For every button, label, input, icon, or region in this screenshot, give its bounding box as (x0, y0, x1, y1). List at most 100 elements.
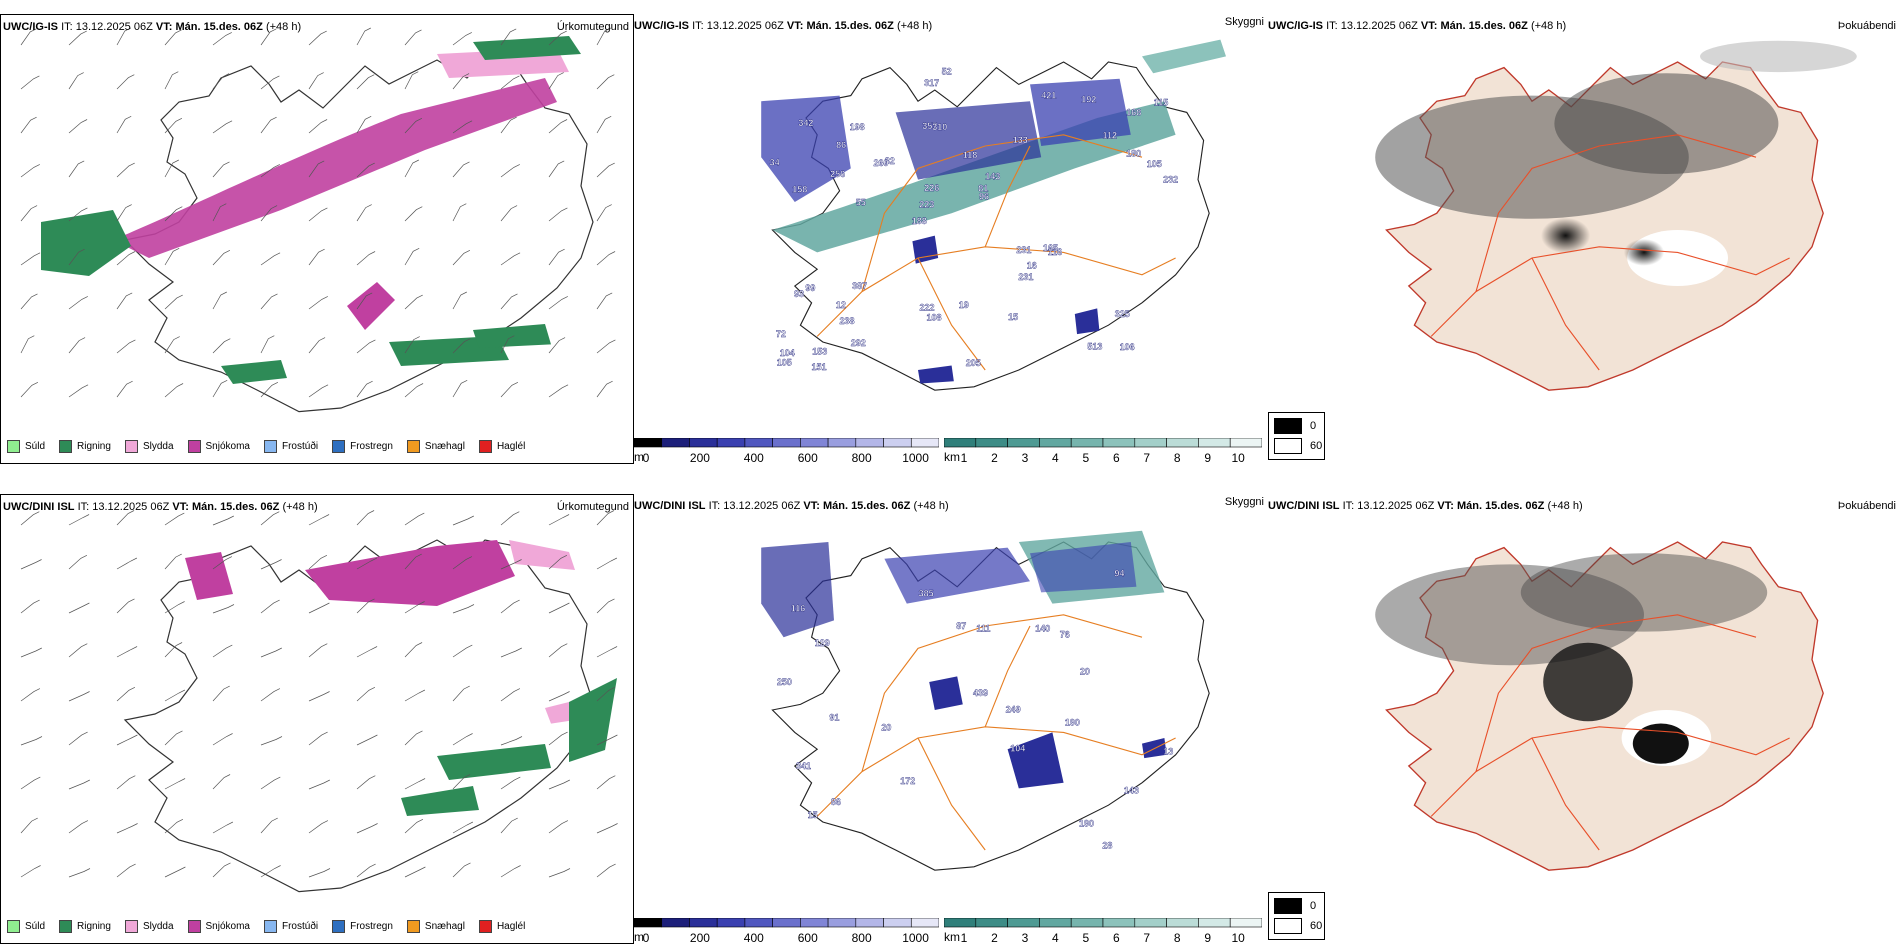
scale-tick-label: 6 (1112, 451, 1120, 464)
wind-barb (596, 557, 618, 570)
precip-map-bottom (20, 510, 618, 893)
wind-barb (260, 293, 278, 310)
wind-barb (20, 817, 38, 834)
wind-barb (116, 863, 136, 878)
wind-barb (356, 74, 375, 90)
wind-barb (356, 27, 371, 46)
wind-barb (260, 511, 280, 526)
wind-barb (164, 866, 186, 878)
wind-barb (308, 384, 329, 398)
legend-swatch (478, 440, 492, 453)
precip-header-top: UWC/IG-IS IT: 13.12.2025 06Z VT: Mán. 15… (3, 21, 301, 33)
cloud-base-label: 20 (881, 723, 891, 733)
cloud-base-label: 198 (850, 122, 865, 132)
vt-value: Mán. 15.des. 06Z (1440, 20, 1528, 32)
wind-barb (596, 823, 618, 834)
wind-barb (212, 604, 235, 614)
wind-barb (404, 247, 420, 266)
cloud-base-label: 231 (1018, 272, 1033, 282)
scale-tick-label: 3 (1021, 931, 1029, 944)
vt-label: VT: (172, 501, 189, 513)
cloud-base-label: 87 (956, 621, 966, 631)
cloud-base-label: 439 (973, 688, 988, 698)
cloud-base-label: 133 (1013, 135, 1028, 145)
wind-barb (20, 28, 37, 46)
it-value: 13.12.2025 06Z (706, 20, 784, 32)
wind-barb (356, 734, 378, 746)
cloud-base-label: 91 (829, 712, 839, 722)
wind-barb (116, 380, 133, 398)
colorbar-segment (1070, 918, 1104, 928)
vt-label: VT: (1437, 500, 1454, 512)
vt-label: VT: (155, 21, 173, 33)
cloud-map-top: 106 158 168 188 133 153 357 118 99 82 72 238 310 143 1… (761, 39, 1226, 391)
cloud-base-label: 357 (922, 121, 937, 131)
wind-barb (116, 292, 133, 310)
fog-legend-row: 60 (1274, 438, 1322, 454)
colorbar-segment (975, 438, 1008, 448)
wind-barb (164, 818, 184, 834)
wind-barb (68, 820, 89, 834)
wind-barb (404, 689, 426, 702)
scale-tick-label: 10 (1231, 451, 1245, 464)
cloud-base-label: 143 (1124, 786, 1139, 796)
wind-barb (596, 292, 613, 310)
wind-barb (20, 776, 41, 790)
fog-legend-label: 0 (1310, 420, 1317, 432)
it-label: IT: (708, 500, 721, 512)
it-label: IT: (61, 21, 73, 33)
scale-tick-label: 9 (1204, 931, 1212, 944)
wind-barb (164, 642, 183, 658)
vt-value: Mán. 15.des. 06Z (1456, 500, 1545, 512)
fog-legend-bottom: 0 60 (1268, 892, 1325, 940)
legend-label: Haglél (496, 441, 526, 452)
cloud-base-label: 52 (942, 67, 952, 77)
legend-item-súld: Súld (7, 920, 45, 933)
wind-barb (452, 120, 473, 134)
wind-barb (164, 383, 184, 398)
wind-barb (596, 863, 616, 878)
wind-barb (164, 336, 180, 354)
cloud-base-label: 188 (912, 216, 927, 226)
wind-barb (308, 160, 325, 178)
wind-barb (500, 736, 523, 746)
legend-swatch (263, 440, 277, 453)
cloud-base-label: 94 (1114, 569, 1124, 579)
scale-tick-label: 7 (1143, 451, 1151, 464)
precip-title-bottom: Úrkomutegund (556, 501, 629, 513)
wind-barb (500, 252, 521, 266)
scale-tick-label: 6 (1112, 931, 1120, 944)
cloud-base-label: 421 (1041, 91, 1056, 101)
colorbar-segment (910, 918, 939, 928)
cloud-base-label: 12 (836, 300, 846, 310)
model-label: UWC/IG-IS (634, 20, 689, 32)
wind-barb (596, 646, 618, 658)
cloudbase-colorbar (634, 918, 939, 928)
wind-barb (260, 381, 279, 398)
colorbar-segment (1070, 438, 1104, 448)
scale-tick-label: 9 (1204, 451, 1212, 464)
wind-barb (20, 293, 38, 310)
vt-value: Mán. 15.des. 06Z (191, 501, 280, 513)
scale-tick-label: 1 (960, 931, 968, 944)
legend-item-frostregn: Frostregn (332, 440, 393, 453)
wind-barb (164, 512, 185, 526)
wind-barb (452, 644, 473, 658)
it-label: IT: (77, 501, 90, 513)
colorbar-segment (1198, 438, 1231, 448)
cloud-base-label: 96 (979, 192, 989, 202)
wind-barb (68, 643, 88, 658)
wind-barb (548, 296, 568, 310)
model-label: UWC/DINI ISL (1268, 500, 1340, 512)
wind-barb (116, 686, 136, 702)
wind-barb (308, 691, 330, 702)
wind-barb (212, 73, 230, 90)
scale-tick-label: 1000 (902, 931, 929, 944)
lead-time: (+48 h) (913, 500, 949, 512)
scale-tick-label: 200 (689, 931, 710, 944)
cloud-base-label: 19 (959, 300, 969, 310)
wind-barb (356, 115, 372, 134)
legend-label: Slydda (142, 921, 174, 932)
wind-barb (404, 117, 423, 134)
colorbar-segment (1229, 918, 1262, 928)
